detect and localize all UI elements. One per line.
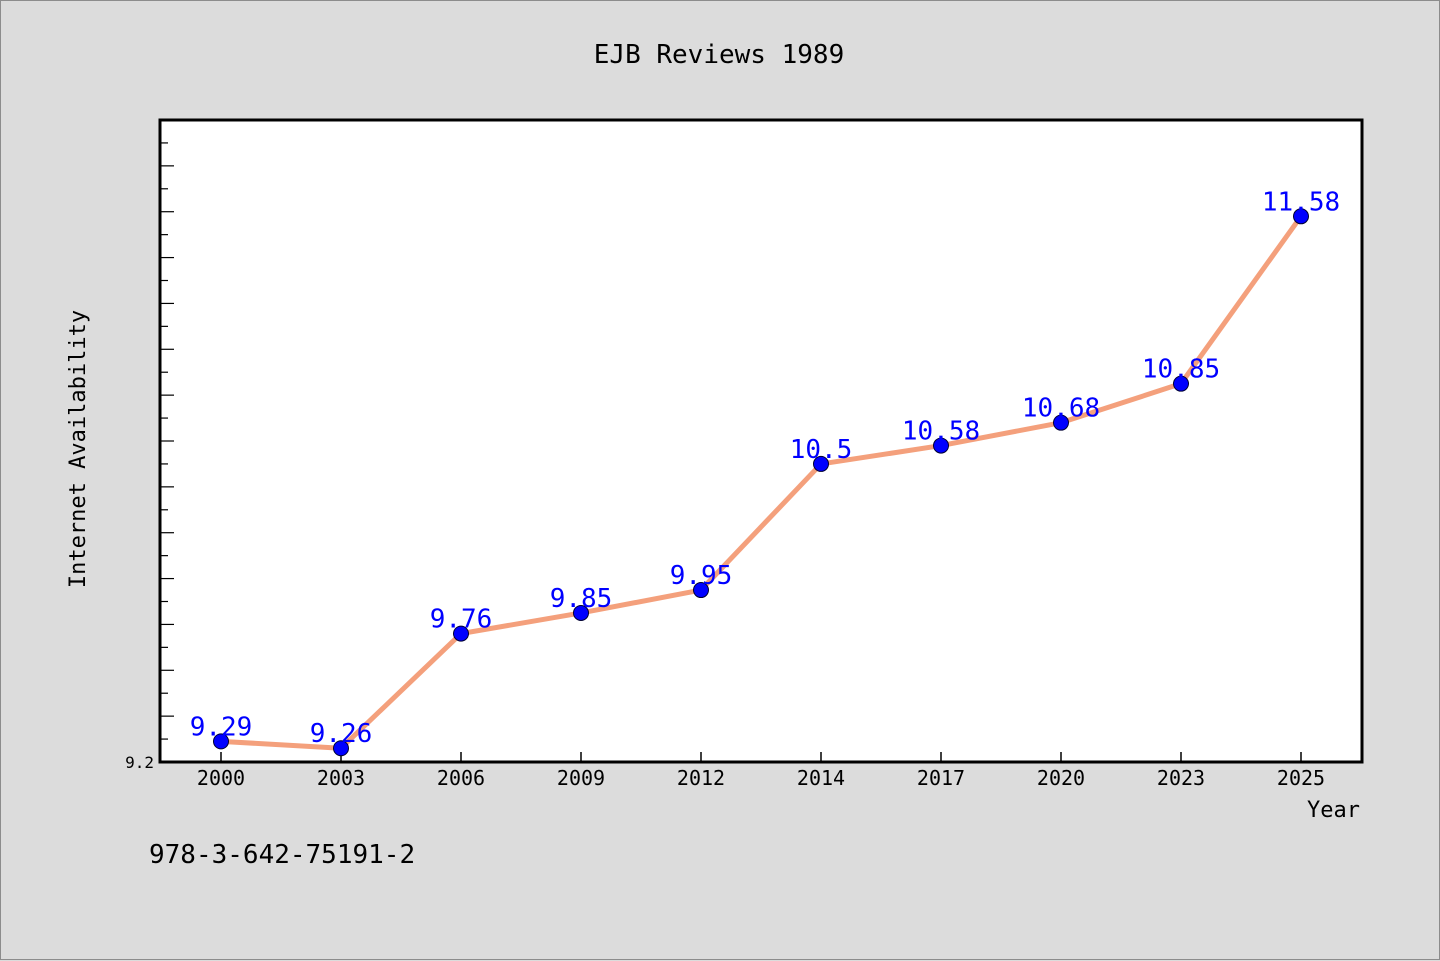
data-point: [333, 740, 349, 757]
plot-area: [158, 118, 1364, 764]
x-tick-label: 2009: [557, 766, 605, 790]
data-point: [453, 625, 469, 642]
data-point: [1293, 208, 1309, 225]
x-tick-label: 2006: [437, 766, 485, 790]
x-tick-label: 2014: [797, 766, 845, 790]
data-label: 9.26: [310, 719, 373, 749]
data-label: 10.5: [790, 435, 853, 465]
x-axis-tick-labels: 2000 2003 2006 2009 2012 2014 2017 2020 2023 2025: [197, 766, 1325, 790]
data-label: 10.68: [1022, 394, 1100, 424]
x-tick-label: 2000: [197, 766, 245, 790]
y-tick-label: 9.2: [125, 753, 154, 772]
y-axis-label: Internet Availability: [66, 310, 91, 588]
data-label: 9.29: [190, 712, 253, 742]
data-point: [573, 604, 589, 621]
data-label: 11.58: [1262, 187, 1340, 217]
data-label: 9.85: [550, 584, 613, 614]
x-axis-ticks: [220, 752, 1302, 762]
data-point: [213, 733, 229, 750]
data-point: [1053, 414, 1069, 431]
data-label: 9.76: [430, 605, 493, 635]
isbn-text: 978-3-642-75191-2: [149, 840, 415, 870]
data-label: 10.58: [902, 417, 980, 447]
data-point: [1173, 375, 1189, 392]
x-tick-label: 2017: [917, 766, 965, 790]
data-labels: 9.29 9.26 9.76 9.85 9.95 10.5 10.58 10.68 10.85 1…: [190, 187, 1340, 749]
x-tick-label: 2020: [1037, 766, 1085, 790]
data-point: [813, 455, 829, 472]
series-line: [218, 213, 1304, 751]
x-tick-label: 2012: [677, 766, 725, 790]
chart-title: EJB Reviews 1989: [594, 40, 844, 70]
y-axis-ticks: [160, 142, 174, 740]
data-label: 9.95: [670, 561, 733, 591]
x-axis-label: Year: [1307, 798, 1360, 823]
x-tick-label: 2025: [1277, 766, 1325, 790]
data-point: [933, 437, 949, 454]
data-label: 10.85: [1142, 355, 1220, 385]
x-tick-label: 2003: [317, 766, 365, 790]
data-point: [693, 582, 709, 599]
x-tick-label: 2023: [1157, 766, 1205, 790]
y-axis-tick-labels: 9.2: [125, 753, 154, 772]
data-points: [213, 208, 1309, 757]
